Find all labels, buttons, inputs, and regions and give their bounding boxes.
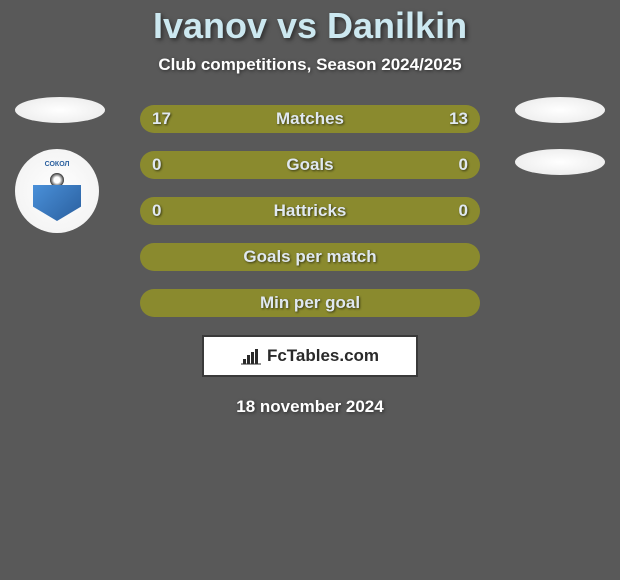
stat-row-goals: 0 Goals 0 [140,151,480,179]
stat-left-value: 0 [152,201,182,221]
content-wrapper: СОКОЛ 17 Matches 13 0 Goals 0 0 [0,105,620,417]
stat-row-min-per-goal: Min per goal [140,289,480,317]
stat-label: Min per goal [260,293,360,313]
stat-label: Matches [276,109,344,129]
left-player-badges: СОКОЛ [15,97,105,233]
club-logo-shield-icon [33,185,81,221]
club-logo-inner: СОКОЛ [27,159,87,223]
club-logo-ball-icon [50,173,64,187]
player-badge [15,97,105,123]
stat-left-value: 17 [152,109,182,129]
stat-right-value: 0 [438,201,468,221]
stat-row-matches: 17 Matches 13 [140,105,480,133]
branding-text: FcTables.com [267,346,379,366]
club-logo-text: СОКОЛ [45,161,70,168]
stat-label: Goals per match [243,247,376,267]
club-logo: СОКОЛ [15,149,99,233]
stat-left-value: 0 [152,155,182,175]
branding-box: FcTables.com [202,335,418,377]
footer-date: 18 november 2024 [0,397,620,417]
stat-right-value: 13 [438,109,468,129]
main-container: Ivanov vs Danilkin Club competitions, Se… [0,0,620,417]
player-badge [515,97,605,123]
stat-row-goals-per-match: Goals per match [140,243,480,271]
stat-label: Goals [286,155,333,175]
stat-row-hattricks: 0 Hattricks 0 [140,197,480,225]
stats-rows: 17 Matches 13 0 Goals 0 0 Hattricks 0 Go… [140,105,480,317]
stat-right-value: 0 [438,155,468,175]
stat-label: Hattricks [274,201,347,221]
player-badge [515,149,605,175]
page-title: Ivanov vs Danilkin [0,5,620,47]
subtitle: Club competitions, Season 2024/2025 [0,55,620,75]
bar-chart-icon [241,347,263,365]
right-player-badges [515,97,605,201]
